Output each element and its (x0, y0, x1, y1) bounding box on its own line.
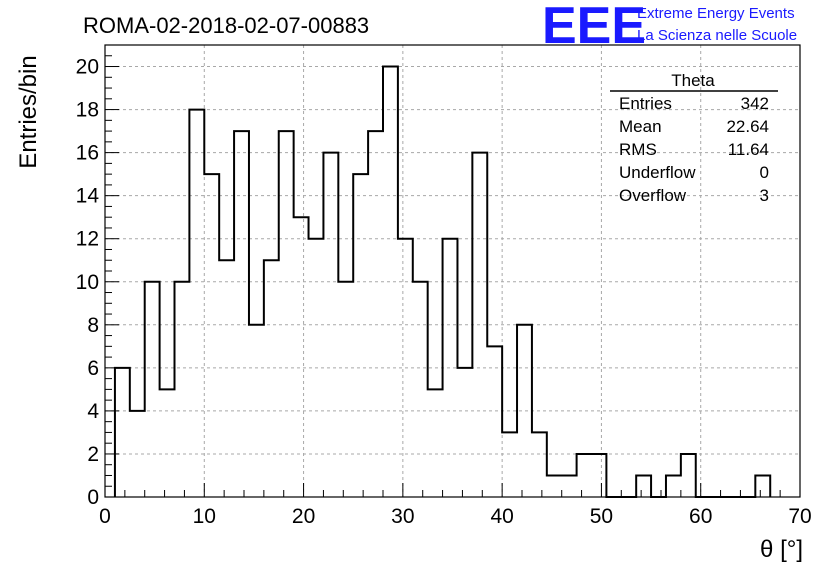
histogram-bin (204, 174, 219, 497)
histogram-bin (428, 389, 443, 497)
x-axis-label: θ [°] (760, 536, 803, 563)
y-tick-label: 4 (87, 400, 99, 423)
histogram-bin (323, 153, 338, 497)
grid (105, 45, 800, 497)
histogram-bin (443, 239, 458, 497)
histogram-bin (457, 368, 472, 497)
histogram-bin (532, 432, 547, 497)
histogram-bin (338, 282, 353, 497)
histogram-bin (592, 454, 607, 497)
histogram-bin (547, 475, 562, 497)
histogram-bin (398, 239, 413, 497)
logo-line2: La Scienza nelle Scuole (637, 27, 797, 44)
histogram-bin (130, 411, 145, 497)
x-tick-label: 50 (590, 505, 613, 528)
histogram-bin (472, 153, 487, 497)
histogram-bin (413, 282, 428, 497)
x-tick-label: 30 (391, 505, 414, 528)
histogram-bin (368, 131, 383, 497)
x-tick-label: 70 (788, 505, 811, 528)
y-tick-label: 6 (87, 357, 99, 380)
histogram-bin (517, 325, 532, 497)
stats-row-value: 11.64 (728, 140, 769, 159)
histogram-bin (219, 260, 234, 497)
y-tick-label: 12 (76, 228, 99, 251)
y-tick-label: 2 (87, 443, 99, 466)
histogram-bin (383, 67, 398, 497)
y-tick-label: 18 (76, 99, 99, 122)
histogram-bin (681, 454, 696, 497)
stats-title: Theta (671, 71, 715, 90)
histogram-bin (502, 432, 517, 497)
x-tick-label: 40 (490, 505, 513, 528)
y-tick-label: 14 (76, 185, 100, 208)
histogram-bin (353, 174, 368, 497)
histogram-bin (160, 389, 175, 497)
chart-title: ROMA-02-2018-02-07-00883 (83, 13, 369, 38)
stats-row-label: Mean (619, 117, 662, 136)
stats-row-label: RMS (619, 140, 657, 159)
y-axis-ticks: 0 2 4 6 8 10 12 14 16 18 20 (76, 44, 119, 509)
x-tick-label: 0 (99, 505, 111, 528)
x-tick-label: 20 (292, 505, 315, 528)
histogram-bin (577, 454, 592, 497)
y-tick-label: 16 (76, 142, 99, 165)
y-tick-label: 10 (76, 271, 99, 294)
histogram-outline (113, 65, 772, 498)
histogram-bin (666, 475, 681, 497)
histogram-bin (189, 110, 204, 497)
stats-rows: Entries 342 Mean 22.64 RMS 11.64 Underflow 0 Ove… (619, 94, 769, 205)
logo-mark: EEE (542, 0, 646, 55)
stats-row-label: Underflow (619, 163, 696, 182)
histogram-bin (249, 325, 264, 497)
histogram-bin (264, 260, 279, 497)
stats-row-value: 0 (760, 163, 769, 182)
x-tick-label: 10 (193, 505, 216, 528)
histogram-bin (279, 131, 294, 497)
histogram-bin (175, 282, 190, 497)
stats-box: Theta Entries 342 Mean 22.64 RMS 11.64 Underfl… (610, 71, 778, 205)
stats-row-value: 3 (760, 186, 769, 205)
y-axis-label: Entries/bin (15, 55, 42, 168)
histogram-bin (636, 475, 651, 497)
stats-row-value: 342 (741, 94, 769, 113)
x-tick-label: 60 (689, 505, 712, 528)
stats-row-value: 22.64 (726, 117, 769, 136)
stats-row-label: Overflow (619, 186, 687, 205)
y-tick-label: 0 (87, 486, 99, 509)
histogram-bin (755, 475, 770, 497)
x-axis-ticks: 0 10 20 30 40 50 60 70 (99, 483, 812, 528)
histogram-bin (562, 475, 577, 497)
histogram-bin (145, 282, 160, 497)
histogram-bin (115, 368, 130, 497)
histogram-bin (234, 131, 249, 497)
logo-line1: Extreme Energy Events (637, 5, 795, 22)
histogram-bin (487, 346, 502, 497)
logo: EEE Extreme Energy Events La Scienza nel… (542, 0, 797, 55)
histogram-bin (309, 239, 324, 497)
y-tick-label: 20 (76, 56, 99, 79)
y-tick-label: 8 (87, 314, 99, 337)
stats-row-label: Entries (619, 94, 672, 113)
histogram-bin (294, 217, 309, 497)
